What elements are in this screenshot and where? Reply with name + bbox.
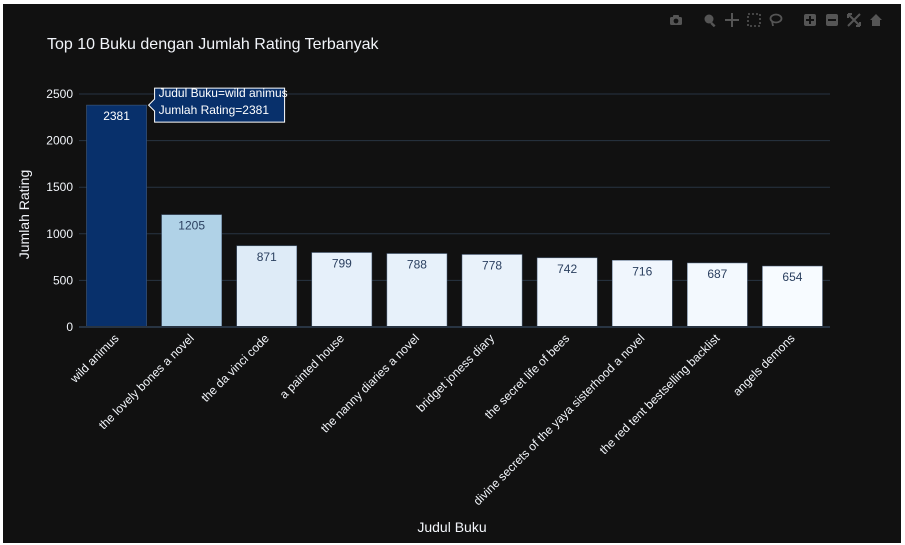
zoom-in-icon[interactable] bbox=[801, 11, 819, 29]
x-tick-label: the da vinci code bbox=[198, 331, 272, 405]
hover-line-1: Judul Buku=wild animus bbox=[159, 86, 288, 100]
x-tick-label: bridget joness diary bbox=[414, 331, 497, 414]
bar[interactable] bbox=[386, 253, 448, 328]
bar-value-label: 716 bbox=[632, 264, 652, 278]
x-tick-label: the red tent bestselling backlist bbox=[597, 331, 723, 457]
bar-value-label: 2381 bbox=[103, 109, 130, 123]
bar[interactable] bbox=[762, 265, 823, 328]
bar[interactable] bbox=[161, 214, 222, 328]
bar[interactable] bbox=[236, 245, 298, 328]
x-tick-label: angels demons bbox=[730, 331, 797, 398]
bar-value-label: 788 bbox=[407, 258, 427, 272]
y-tick-label: 500 bbox=[53, 273, 73, 287]
x-tick-label: divine secrets of the yaya sisterhood a … bbox=[470, 331, 647, 508]
bar[interactable] bbox=[687, 262, 748, 328]
chart-frame: Top 10 Buku dengan Jumlah Rating Terbany… bbox=[3, 4, 901, 543]
camera-icon[interactable] bbox=[667, 11, 685, 29]
bar[interactable] bbox=[461, 254, 523, 328]
y-tick-label: 0 bbox=[66, 320, 73, 334]
bar-chart[interactable]: Top 10 Buku dengan Jumlah Rating Terbany… bbox=[3, 4, 901, 543]
x-tick-label: a painted house bbox=[277, 331, 348, 402]
hover-line-2: Jumlah Rating=2381 bbox=[159, 103, 270, 117]
plotly-logo-icon[interactable] bbox=[901, 11, 905, 29]
bar[interactable] bbox=[536, 257, 598, 328]
y-tick-label: 1500 bbox=[46, 180, 73, 194]
x-axis-title: Judul Buku bbox=[417, 519, 486, 535]
x-tick-label: wild animus bbox=[67, 331, 122, 386]
home-icon[interactable] bbox=[867, 11, 885, 29]
bar-value-label: 742 bbox=[557, 262, 577, 276]
zoom-out-icon[interactable] bbox=[823, 11, 841, 29]
y-tick-label: 2000 bbox=[46, 134, 73, 148]
pan-icon[interactable] bbox=[723, 11, 741, 29]
hover-tooltip bbox=[147, 87, 286, 123]
y-tick-label: 2500 bbox=[46, 87, 73, 101]
bar-value-label: 778 bbox=[482, 258, 502, 272]
autoscale-icon[interactable] bbox=[845, 11, 863, 29]
bar-value-label: 1205 bbox=[178, 219, 205, 233]
zoom-icon[interactable] bbox=[701, 11, 719, 29]
bar[interactable] bbox=[86, 104, 147, 328]
chart-title: Top 10 Buku dengan Jumlah Rating Terbany… bbox=[47, 36, 379, 53]
bar[interactable] bbox=[311, 252, 373, 328]
bar[interactable] bbox=[611, 260, 673, 328]
bar-value-label: 654 bbox=[782, 270, 802, 284]
y-axis-title: Jumlah Rating bbox=[16, 170, 32, 260]
modebar bbox=[667, 10, 905, 30]
bar-value-label: 687 bbox=[707, 267, 727, 281]
lasso-icon[interactable] bbox=[767, 11, 785, 29]
bar-value-label: 871 bbox=[257, 250, 277, 264]
bar-value-label: 799 bbox=[332, 257, 352, 271]
x-tick-label: the secret life of bees bbox=[482, 331, 573, 422]
box-select-icon[interactable] bbox=[745, 11, 763, 29]
y-tick-label: 1000 bbox=[46, 227, 73, 241]
